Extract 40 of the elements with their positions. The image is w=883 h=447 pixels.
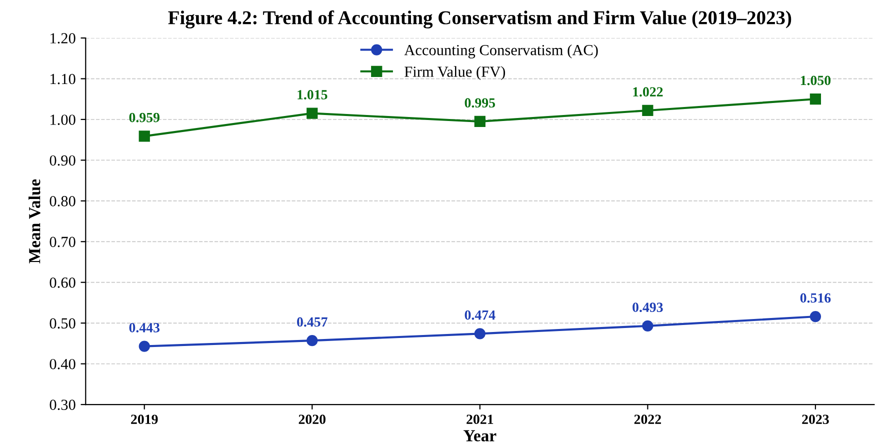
- data-label: 0.457: [297, 317, 328, 327]
- chart-title: Figure 4.2: Trend of Accounting Conservatism and Firm Value (2019–2023): [168, 10, 792, 28]
- y-tick-label: 0.40: [50, 358, 76, 370]
- y-tick-label: 0.80: [50, 196, 76, 206]
- data-label: 0.493: [632, 302, 663, 312]
- point: [474, 328, 486, 340]
- x-tick-label: 2021: [466, 414, 494, 424]
- data-label: 0.995: [464, 98, 496, 108]
- point: [474, 116, 486, 128]
- point: [138, 340, 150, 352]
- point: [306, 108, 318, 119]
- y-tick-label: 0.50: [50, 318, 76, 329]
- y-tick-label: 1.10: [50, 74, 76, 84]
- y-axis-title: Mean Value: [28, 179, 40, 264]
- x-tick-label: 2022: [634, 414, 661, 424]
- data-label: 0.516: [800, 293, 831, 303]
- y-tick-label: 0.60: [50, 277, 76, 288]
- point: [810, 94, 822, 105]
- data-label: 0.959: [129, 112, 160, 122]
- point: [138, 130, 150, 142]
- x-tick-label: 2019: [131, 414, 158, 424]
- point: [810, 311, 822, 322]
- point: [642, 320, 654, 332]
- x-axis-title: Year: [464, 430, 496, 442]
- y-tick-label: 0.70: [50, 236, 76, 248]
- point: [306, 335, 318, 346]
- legend-label: Firm Value (FV): [404, 66, 506, 80]
- y-tick-label: 1.20: [50, 33, 76, 44]
- legend-label: Accounting Conservatism (AC): [404, 44, 598, 58]
- data-label: 1.015: [298, 90, 328, 100]
- y-tick-label: 1.00: [50, 114, 76, 125]
- x-tick-label: 2023: [802, 414, 829, 424]
- point: [642, 104, 654, 116]
- data-label: 0.474: [464, 310, 496, 320]
- data-label: 0.443: [129, 322, 160, 332]
- x-tick-label: 2020: [298, 414, 326, 424]
- data-label: 1.050: [800, 76, 831, 86]
- data-label: 1.022: [633, 87, 663, 97]
- y-tick-label: 0.30: [50, 400, 76, 410]
- y-tick-label: 0.90: [50, 155, 76, 166]
